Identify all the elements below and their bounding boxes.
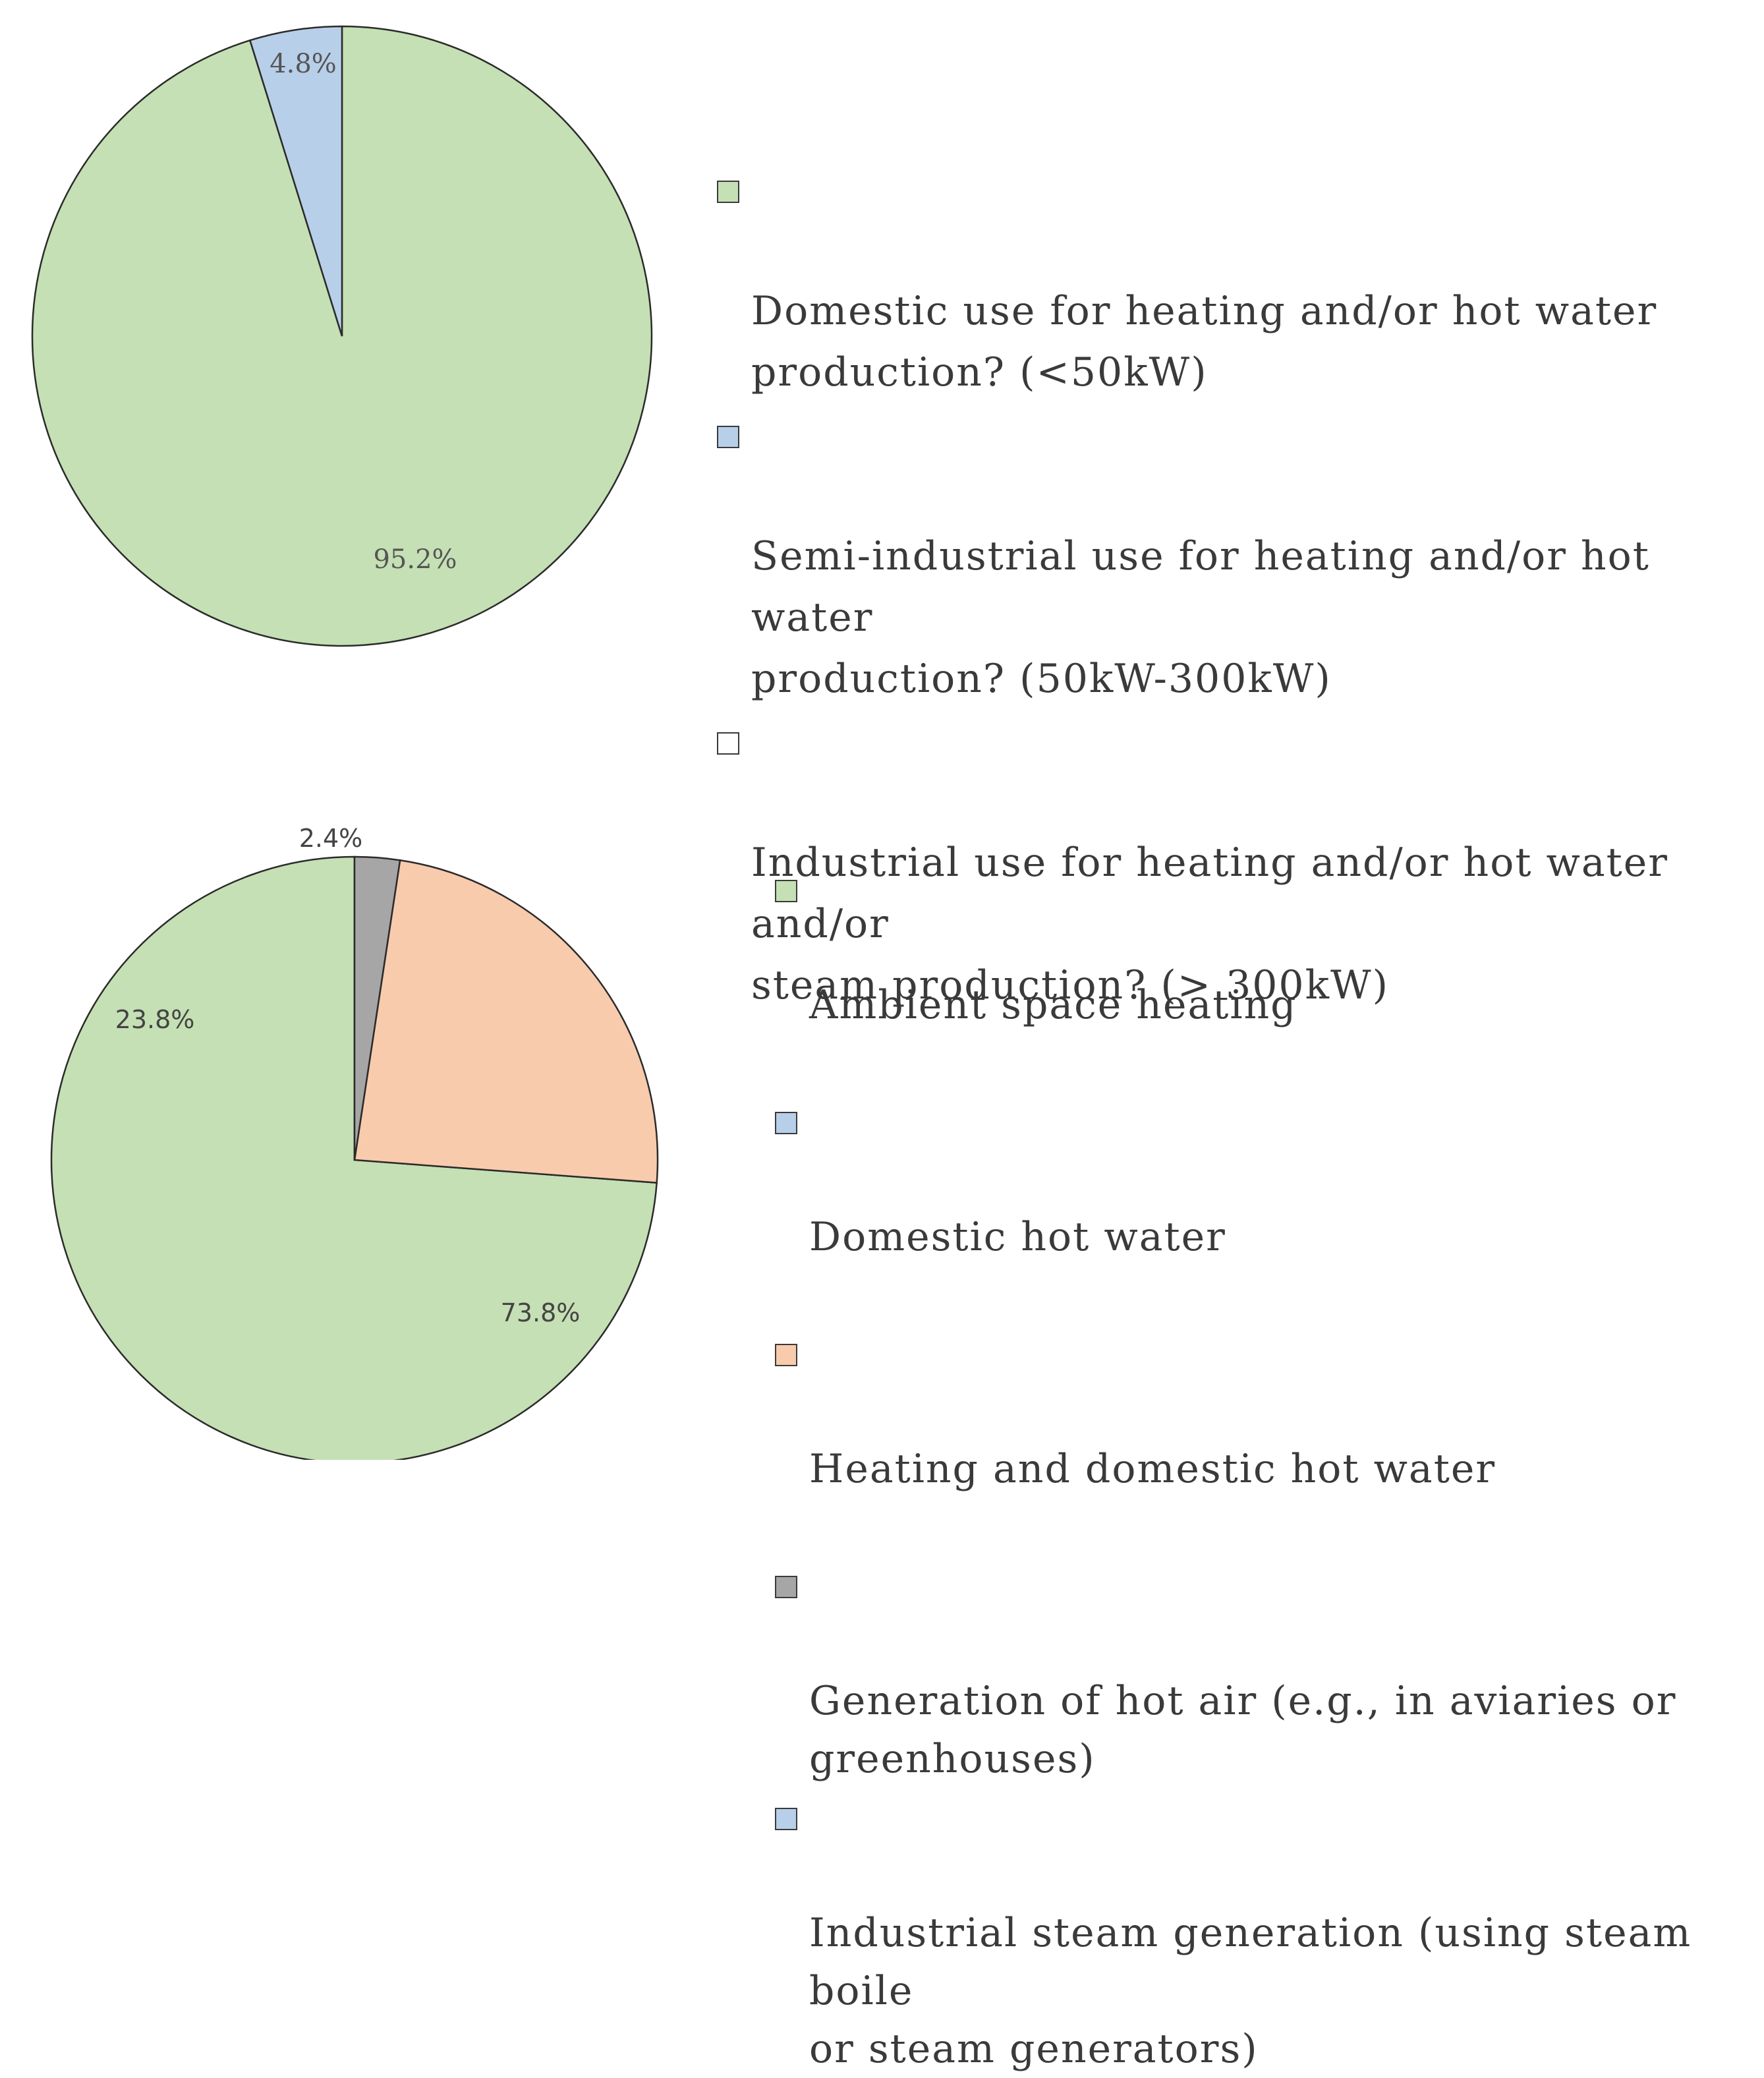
legend-swatch-blue [717,426,739,448]
data-label-domestic-use-for-heating-and-or-hot-wate: 95.2% [373,544,457,575]
legend-item-semi-industrial-use: Semi-industrial use for heating and/or h… [713,403,1764,710]
legend-label: Heating and domestic hot water [809,1446,1496,1492]
legend-item-industrial-use: Industrial use for heating and/or hot wa… [713,710,1764,1016]
legend-item-domestic-use: Domestic use for heating and/or hot wate… [713,158,1764,403]
pie-slice-generation-of-hot-air-e-g-in-aviaries-or [353,855,401,1161]
data-label-semi-industrial-use-for-heating-and-or-h: 4.8% [270,49,337,79]
data-label-heating-and-domestic-hot-water: 23.8% [115,1005,195,1034]
legend-label: Industrial steam generation (using steam… [809,1910,1692,2072]
legend-item-heating-and-domestic-hot-water: Heating and domestic hot water [771,1324,1764,1498]
legend-label: Industrial use for heating and/or hot wa… [751,840,1668,1008]
legend-swatch-blue [775,1112,797,1134]
legend-item-domestic-hot-water: Domestic hot water [771,1092,1764,1266]
legend-swatch-orange [775,1344,797,1366]
legend-label: Domestic hot water [809,1214,1226,1260]
legend-label: Ambient space heating [809,982,1297,1028]
legend-item-industrial-steam-generation: Industrial steam generation (using steam… [771,1788,1764,2078]
pie-slice-semi-industrial-use-for-heating-and-or-h [248,25,343,337]
legend-swatch-green [775,880,797,902]
legend-swatch-gray [775,1576,797,1598]
data-label-generation-of-hot-air-e-g-in-aviaries-or: 2.4% [299,824,363,853]
legend-bottom: Ambient space heating Domestic hot water… [771,860,1764,2078]
pie-chart-bottom: 73.8% 23.8% 2.4% [50,824,659,1460]
legend-top: Domestic use for heating and/or hot wate… [713,158,1764,1016]
legend-swatch-white [717,732,739,755]
legend-label: Generation of hot air (e.g., in aviaries… [809,1678,1677,1782]
figure-canvas: 95.2% 4.8% 73.8% 23.8% 2.4% [31,25,659,1460]
legend-swatch-blue [775,1808,797,1830]
legend-item-ambient-space-heating: Ambient space heating [771,860,1764,1034]
pie-slice-heating-and-domestic-hot-water [353,859,659,1184]
legend-item-generation-of-hot-air: Generation of hot air (e.g., in aviaries… [771,1556,1764,1788]
legend-label: Semi-industrial use for heating and/or h… [751,533,1650,702]
data-label-ambient-space-heating: 73.8% [501,1298,581,1327]
legend-label: Domestic use for heating and/or hot wate… [751,288,1658,395]
legend-swatch-green [717,181,739,203]
pie-chart-top: 95.2% 4.8% [31,25,653,647]
